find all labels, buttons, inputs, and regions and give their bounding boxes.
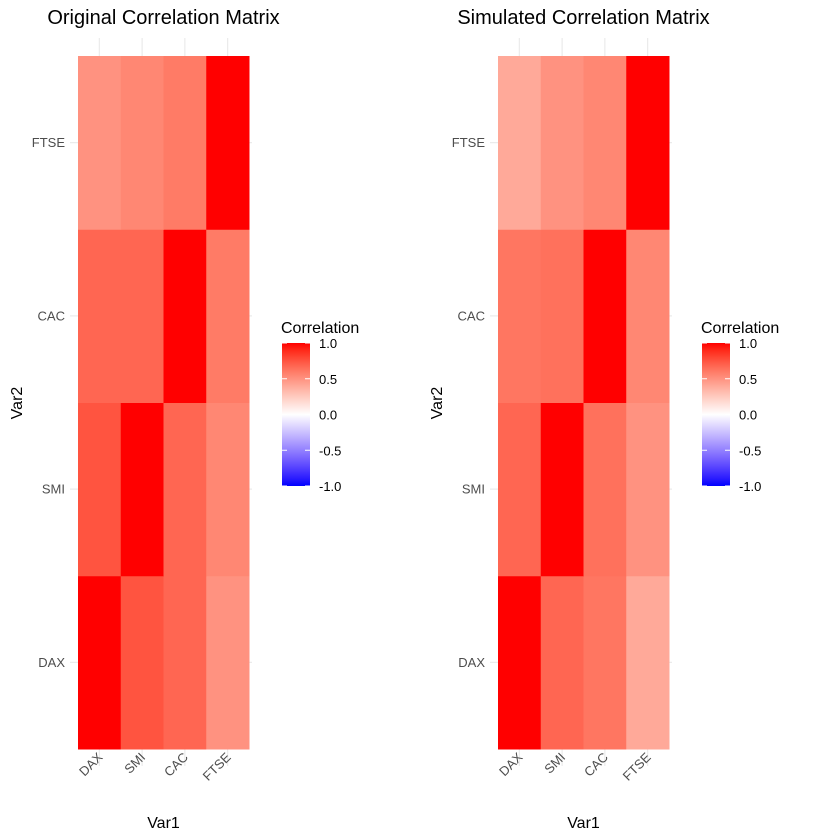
heatmap-cell-dax-cac <box>498 229 542 403</box>
heatmap-panel-1: Original Correlation Matrix DAX SMI CAC FTSE… <box>9 7 359 832</box>
legend-tick-label: 0.5 <box>739 372 757 387</box>
heatmap-cell-cac-dax <box>163 575 207 750</box>
heatmap-cell-dax-dax <box>498 575 542 750</box>
x-tick-label: DAX <box>496 749 526 779</box>
legend-title: Correlation <box>701 320 779 337</box>
heatmap-cell-ftse-ftse <box>626 56 670 230</box>
heatmap-cell-cac-cac <box>163 229 207 403</box>
heatmap-cell-ftse-dax <box>206 575 250 750</box>
heatmap-cell-ftse-dax <box>626 575 670 750</box>
heatmap-cell-smi-cac <box>120 229 164 403</box>
heatmap-cell-ftse-smi <box>206 402 250 577</box>
y-tick-label: DAX <box>458 655 485 670</box>
x-axis-label: Var1 <box>567 815 600 832</box>
heatmap-cell-ftse-cac <box>206 229 250 403</box>
x-tick-label: CAC <box>581 750 611 780</box>
y-axis-label: Var2 <box>9 387 26 420</box>
heatmap-cell-cac-dax <box>583 575 627 750</box>
x-tick-label: SMI <box>541 750 568 777</box>
y-tick-label: DAX <box>38 655 65 670</box>
legend-tick-label: -1.0 <box>739 479 761 494</box>
heatmap-cell-smi-cac <box>540 229 584 403</box>
heatmap-cell-ftse-smi <box>626 402 670 577</box>
heatmap-cell-smi-ftse <box>120 56 164 230</box>
heatmap-cell-dax-smi <box>78 402 122 577</box>
y-tick-label: SMI <box>462 482 485 497</box>
legend-tick-label: 0.0 <box>739 408 757 423</box>
x-tick-label: SMI <box>121 750 148 777</box>
x-tick-label: CAC <box>161 750 191 780</box>
heatmap-cell-dax-ftse <box>498 56 542 230</box>
heatmap-cell-ftse-cac <box>626 229 670 403</box>
heatmap-cell-cac-cac <box>583 229 627 403</box>
heatmap-panel-2: Simulated Correlation Matrix DAX SMI CAC FTS… <box>429 7 779 832</box>
legend-tick-label: -0.5 <box>319 443 341 458</box>
legend-tick-label: 0.0 <box>319 408 337 423</box>
x-axis-label: Var1 <box>147 815 180 832</box>
legend-tick-label: 0.5 <box>319 372 337 387</box>
y-tick-label: FTSE <box>452 135 486 150</box>
x-tick-label: FTSE <box>200 749 234 783</box>
y-tick-label: CAC <box>38 308 65 323</box>
heatmap-cell-smi-dax <box>120 575 164 750</box>
legend-tick-label: -1.0 <box>319 479 341 494</box>
heatmap-cell-smi-smi <box>540 402 584 577</box>
legend-tick-label: 1.0 <box>739 336 757 351</box>
heatmap-cell-cac-smi <box>163 402 207 577</box>
heatmap-cell-dax-dax <box>78 575 122 750</box>
y-tick-label: CAC <box>458 308 485 323</box>
heatmap-cell-smi-dax <box>540 575 584 750</box>
heatmap-cell-smi-smi <box>120 402 164 577</box>
legend-title: Correlation <box>281 320 359 337</box>
heatmap-cell-smi-ftse <box>540 56 584 230</box>
x-tick-label: FTSE <box>620 749 654 783</box>
y-tick-label: FTSE <box>32 135 66 150</box>
heatmap-cell-cac-ftse <box>163 56 207 230</box>
heatmap-cell-dax-cac <box>78 229 122 403</box>
chart-title: Original Correlation Matrix <box>47 7 279 29</box>
legend-tick-label: -0.5 <box>739 443 761 458</box>
heatmap-cell-dax-smi <box>498 402 542 577</box>
y-axis-label: Var2 <box>429 387 446 420</box>
chart-title: Simulated Correlation Matrix <box>457 7 709 29</box>
legend-tick-label: 1.0 <box>319 336 337 351</box>
heatmap-cell-cac-smi <box>583 402 627 577</box>
heatmap-cell-ftse-ftse <box>206 56 250 230</box>
y-tick-label: SMI <box>42 482 65 497</box>
heatmap-cell-dax-ftse <box>78 56 122 230</box>
heatmap-cell-cac-ftse <box>583 56 627 230</box>
x-tick-label: DAX <box>76 749 106 779</box>
